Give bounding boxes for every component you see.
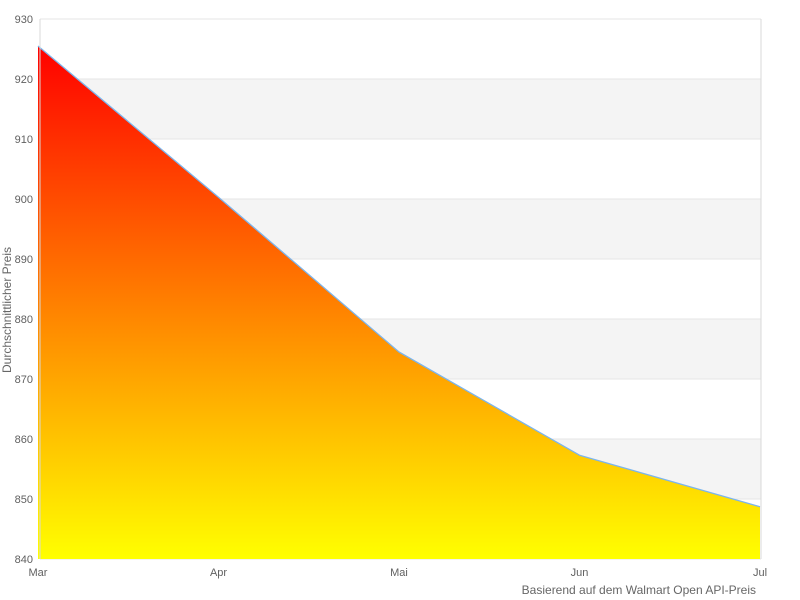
- x-axis-title: Basierend auf dem Walmart Open API-Preis: [522, 583, 756, 597]
- y-tick-label: 870: [15, 374, 33, 386]
- x-tick-label: Mai: [390, 567, 408, 579]
- y-tick-label: 840: [15, 554, 33, 566]
- y-tick-label: 930: [15, 14, 33, 26]
- y-tick-label: 910: [15, 134, 33, 146]
- price-line: [37, 45, 761, 508]
- price-area-fill: [38, 46, 760, 559]
- y-tick-label: 920: [15, 74, 33, 86]
- y-tick-label: 900: [15, 194, 33, 206]
- x-tick-label: Jun: [571, 567, 589, 579]
- y-tick-label: 850: [15, 494, 33, 506]
- x-tick-label: Jul: [753, 567, 767, 579]
- y-tick-label: 880: [15, 314, 33, 326]
- x-tick-label: Mar: [29, 567, 48, 579]
- x-axis-tick-labels: Mar Apr Mai Jun Jul: [29, 567, 768, 579]
- y-axis-title: Durchschnittlicher Preis: [0, 247, 14, 373]
- x-tick-label: Apr: [210, 567, 227, 579]
- y-axis-tick-labels: 840 850 860 870 880 890 900 910 920 930: [15, 14, 33, 566]
- plot-borders: [39, 19, 762, 559]
- y-tick-label: 890: [15, 254, 33, 266]
- y-tick-label: 860: [15, 434, 33, 446]
- grid-band: [40, 79, 761, 139]
